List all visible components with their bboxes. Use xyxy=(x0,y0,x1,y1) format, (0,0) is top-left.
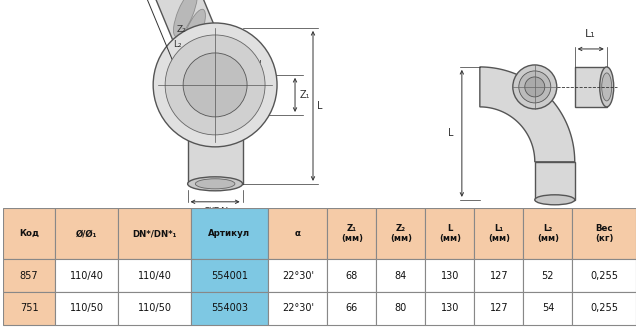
Text: Ø/Ø₁: Ø/Ø₁ xyxy=(76,229,98,238)
FancyBboxPatch shape xyxy=(426,292,474,325)
Text: 554001: 554001 xyxy=(211,271,248,281)
FancyBboxPatch shape xyxy=(268,259,327,292)
FancyBboxPatch shape xyxy=(190,292,268,325)
Text: 22°30': 22°30' xyxy=(282,303,314,313)
Circle shape xyxy=(513,65,557,109)
Circle shape xyxy=(519,71,551,103)
FancyBboxPatch shape xyxy=(55,208,118,259)
Polygon shape xyxy=(150,0,224,65)
FancyBboxPatch shape xyxy=(523,292,573,325)
Text: 554003: 554003 xyxy=(211,303,248,313)
FancyBboxPatch shape xyxy=(118,208,190,259)
Text: 130: 130 xyxy=(441,303,459,313)
Circle shape xyxy=(165,35,265,135)
Text: 80: 80 xyxy=(395,303,407,313)
Text: 127: 127 xyxy=(489,303,508,313)
Ellipse shape xyxy=(181,9,206,56)
FancyBboxPatch shape xyxy=(327,292,376,325)
Text: 0,255: 0,255 xyxy=(590,271,618,281)
Text: Z₂: Z₂ xyxy=(177,25,187,34)
Text: DN*/DN*₁: DN*/DN*₁ xyxy=(132,229,177,238)
Text: L: L xyxy=(449,128,454,139)
FancyBboxPatch shape xyxy=(573,208,636,259)
FancyBboxPatch shape xyxy=(376,292,426,325)
FancyBboxPatch shape xyxy=(474,259,523,292)
Text: L₁: L₁ xyxy=(585,29,596,39)
Text: 66: 66 xyxy=(346,303,358,313)
Text: Код: Код xyxy=(19,229,39,238)
Text: 54: 54 xyxy=(542,303,554,313)
Text: 110/40: 110/40 xyxy=(70,271,104,281)
FancyBboxPatch shape xyxy=(474,208,523,259)
Text: 130: 130 xyxy=(441,271,459,281)
Polygon shape xyxy=(574,67,606,107)
FancyBboxPatch shape xyxy=(426,259,474,292)
Text: L: L xyxy=(317,101,323,111)
Text: Z₁
(мм): Z₁ (мм) xyxy=(341,224,363,243)
Circle shape xyxy=(153,23,277,147)
FancyBboxPatch shape xyxy=(55,292,118,325)
FancyBboxPatch shape xyxy=(327,208,376,259)
Text: 52: 52 xyxy=(542,271,554,281)
Ellipse shape xyxy=(173,0,197,37)
Circle shape xyxy=(525,77,545,97)
Ellipse shape xyxy=(535,195,574,205)
FancyBboxPatch shape xyxy=(118,292,190,325)
Text: 857: 857 xyxy=(20,271,38,281)
Text: 67°30': 67°30' xyxy=(230,60,262,70)
FancyBboxPatch shape xyxy=(55,259,118,292)
Ellipse shape xyxy=(600,67,613,107)
Text: L
(мм): L (мм) xyxy=(439,224,461,243)
FancyBboxPatch shape xyxy=(376,259,426,292)
FancyBboxPatch shape xyxy=(327,259,376,292)
FancyBboxPatch shape xyxy=(3,292,55,325)
Polygon shape xyxy=(480,67,574,162)
FancyBboxPatch shape xyxy=(573,259,636,292)
Ellipse shape xyxy=(602,73,612,101)
Text: 22°30': 22°30' xyxy=(282,271,314,281)
Text: Z₂
(мм): Z₂ (мм) xyxy=(390,224,412,243)
Text: L₂
(мм): L₂ (мм) xyxy=(537,224,559,243)
FancyBboxPatch shape xyxy=(3,208,55,259)
Text: 84: 84 xyxy=(395,271,407,281)
Text: L₁
(мм): L₁ (мм) xyxy=(488,224,510,243)
FancyBboxPatch shape xyxy=(268,208,327,259)
FancyBboxPatch shape xyxy=(573,292,636,325)
FancyBboxPatch shape xyxy=(268,292,327,325)
Polygon shape xyxy=(535,162,574,200)
FancyBboxPatch shape xyxy=(376,208,426,259)
Text: 751: 751 xyxy=(20,303,38,313)
Circle shape xyxy=(183,53,247,117)
Text: 110/50: 110/50 xyxy=(70,303,104,313)
Text: Вес
(кг): Вес (кг) xyxy=(595,224,613,243)
FancyBboxPatch shape xyxy=(118,259,190,292)
FancyBboxPatch shape xyxy=(190,259,268,292)
Text: Z₁: Z₁ xyxy=(300,90,311,100)
Text: α: α xyxy=(295,229,301,238)
Text: 110/40: 110/40 xyxy=(137,271,171,281)
FancyBboxPatch shape xyxy=(523,208,573,259)
Text: Артикул: Артикул xyxy=(208,229,250,238)
FancyBboxPatch shape xyxy=(474,292,523,325)
FancyBboxPatch shape xyxy=(190,208,268,259)
Text: 127: 127 xyxy=(489,271,508,281)
Text: L₂: L₂ xyxy=(173,40,181,49)
Ellipse shape xyxy=(188,177,243,191)
FancyBboxPatch shape xyxy=(523,259,573,292)
FancyBboxPatch shape xyxy=(426,208,474,259)
FancyBboxPatch shape xyxy=(3,259,55,292)
Text: 0,255: 0,255 xyxy=(590,303,618,313)
Text: Ø/DN: Ø/DN xyxy=(203,207,228,217)
Text: 110/50: 110/50 xyxy=(137,303,171,313)
Polygon shape xyxy=(188,122,243,184)
Text: 68: 68 xyxy=(346,271,358,281)
Ellipse shape xyxy=(196,179,235,189)
